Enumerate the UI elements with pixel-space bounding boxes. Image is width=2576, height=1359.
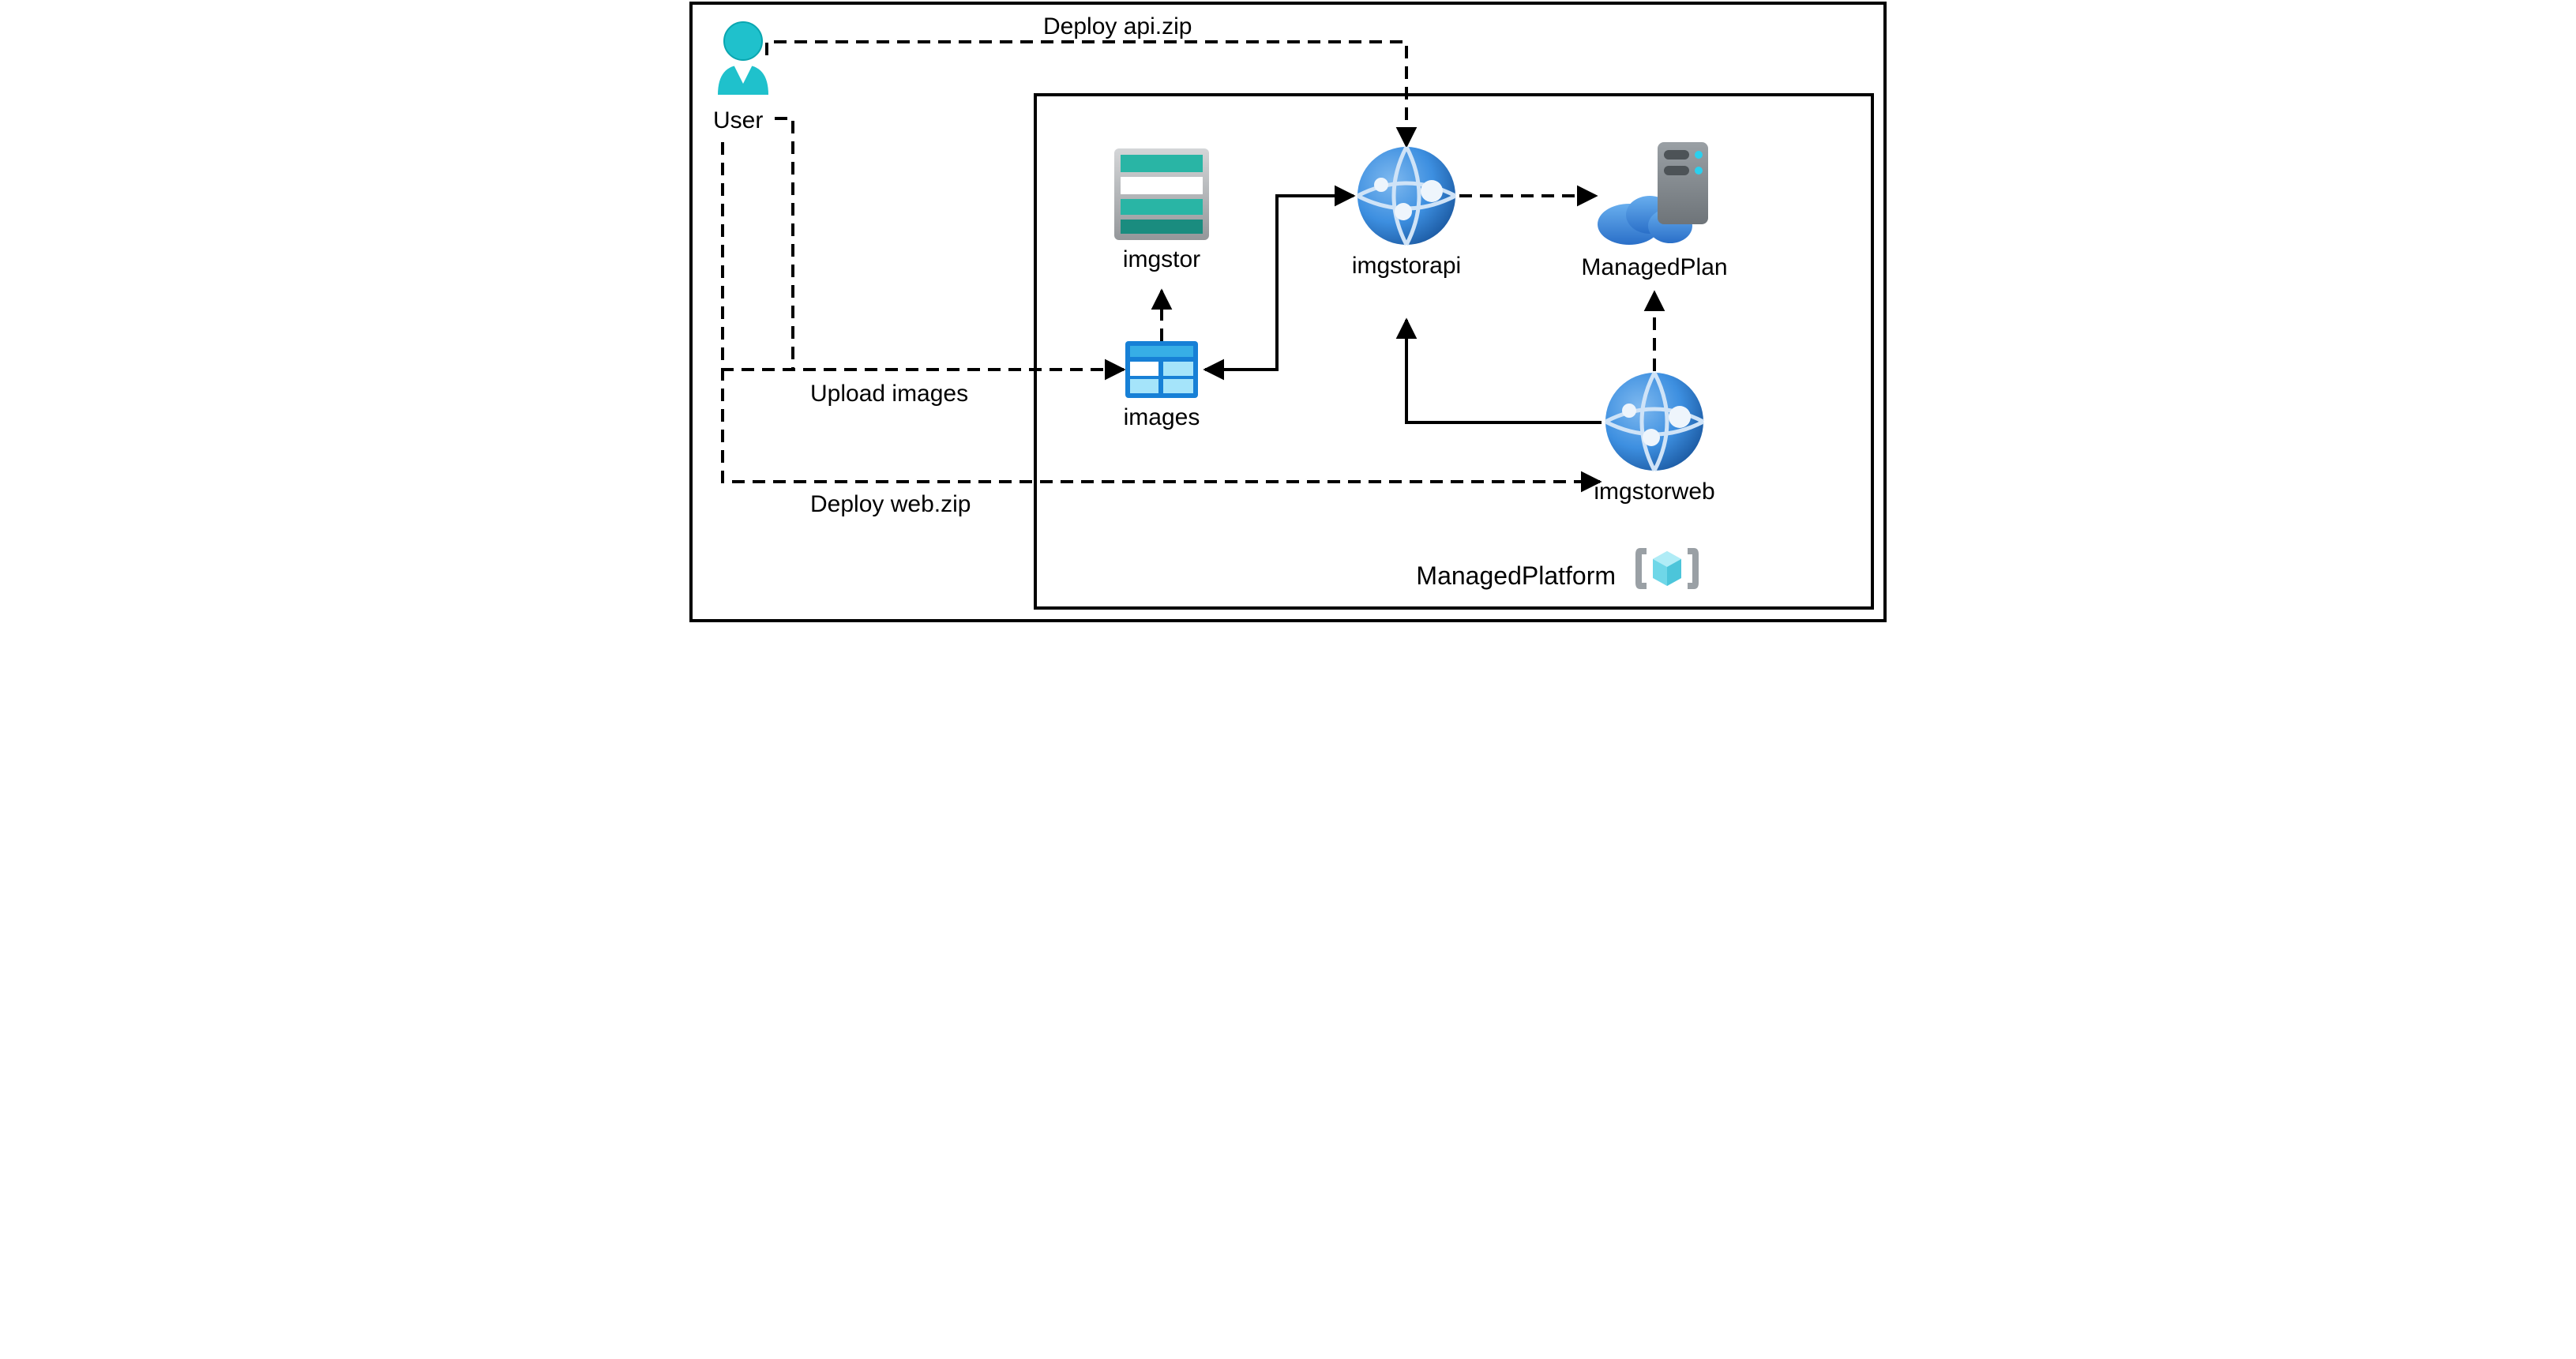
app-service-icon: [1357, 147, 1455, 245]
edge-upload-images: [723, 142, 1124, 370]
node-label-user: User: [713, 107, 763, 133]
node-label-managedplan: ManagedPlan: [1581, 254, 1727, 280]
node-label-imgstor: imgstor: [1123, 246, 1200, 272]
container-icon: [1125, 341, 1198, 398]
resource-group-icon: [1635, 548, 1699, 589]
node-imgstorweb: imgstorweb: [1594, 373, 1714, 505]
app-service-icon: [1605, 373, 1703, 471]
node-managedplan: ManagedPlan: [1581, 142, 1727, 280]
user-icon: [718, 22, 768, 95]
node-label-imgstorapi: imgstorapi: [1352, 253, 1461, 279]
edge-label-upload-images: Upload images: [810, 381, 968, 407]
node-label-images: images: [1124, 404, 1200, 430]
node-imgstor: imgstor: [1114, 148, 1209, 272]
edge-imgstorweb-imgstorapi: [1406, 320, 1602, 422]
diagram-container: ManagedPlatform Deploy api.zip Upload im…: [0, 0, 2576, 624]
node-user: User: [713, 22, 768, 133]
edge-upload-images-stub: [775, 118, 793, 370]
node-label-imgstorweb: imgstorweb: [1594, 479, 1714, 505]
edge-label-deploy-api: Deploy api.zip: [1043, 13, 1192, 39]
edge-label-deploy-web: Deploy web.zip: [810, 491, 971, 517]
architecture-diagram: ManagedPlatform Deploy api.zip Upload im…: [688, 0, 1888, 624]
node-imgstorapi: imgstorapi: [1352, 147, 1461, 279]
node-images: images: [1124, 341, 1200, 430]
storage-icon: [1114, 148, 1209, 240]
edge-imgstorapi-images: [1205, 196, 1354, 370]
group-label-managedplatform: ManagedPlatform: [1416, 561, 1616, 590]
app-service-plan-icon: [1598, 142, 1708, 245]
